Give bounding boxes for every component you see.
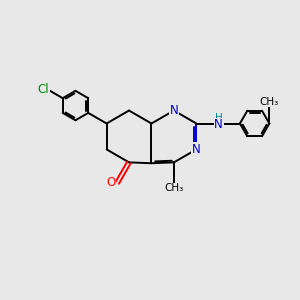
Text: O: O [106,176,116,189]
Text: N: N [214,118,223,131]
Text: H: H [215,113,223,123]
Text: N: N [169,104,178,117]
Text: Cl: Cl [38,82,49,95]
Text: N: N [192,143,201,156]
Text: CH₃: CH₃ [260,97,279,107]
Text: CH₃: CH₃ [164,183,184,193]
